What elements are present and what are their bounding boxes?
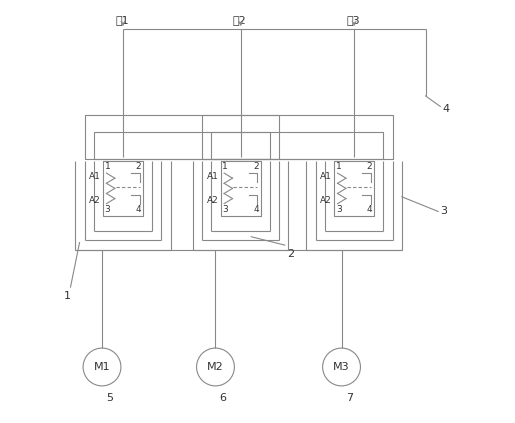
Text: 3: 3 xyxy=(105,206,111,214)
Text: A1: A1 xyxy=(207,172,219,181)
Text: A2: A2 xyxy=(207,196,219,205)
Text: 1: 1 xyxy=(222,162,228,171)
Text: A2: A2 xyxy=(320,196,332,205)
Text: 1: 1 xyxy=(336,162,341,171)
Text: 4: 4 xyxy=(442,104,450,113)
Text: 4: 4 xyxy=(135,206,141,214)
Text: 剶3: 剶3 xyxy=(347,15,360,25)
Text: 剶2: 剶2 xyxy=(233,15,247,25)
Text: 3: 3 xyxy=(440,206,448,217)
Text: 剶1: 剶1 xyxy=(115,15,129,25)
Text: 5: 5 xyxy=(106,393,113,404)
Text: 2: 2 xyxy=(367,162,372,171)
Text: A1: A1 xyxy=(320,172,332,181)
Text: M1: M1 xyxy=(94,362,110,372)
Text: 2: 2 xyxy=(253,162,259,171)
Text: 4: 4 xyxy=(253,206,259,214)
Text: 3: 3 xyxy=(222,206,228,214)
Text: 1: 1 xyxy=(105,162,111,171)
Text: M3: M3 xyxy=(333,362,350,372)
Text: 2: 2 xyxy=(135,162,141,171)
Text: 2: 2 xyxy=(287,249,294,259)
Text: 1: 1 xyxy=(64,291,71,301)
Text: 7: 7 xyxy=(346,393,353,404)
Text: 4: 4 xyxy=(367,206,372,214)
Text: M2: M2 xyxy=(207,362,224,372)
Text: A1: A1 xyxy=(89,172,101,181)
Text: 3: 3 xyxy=(336,206,341,214)
Text: A2: A2 xyxy=(89,196,101,205)
Text: 6: 6 xyxy=(220,393,227,404)
